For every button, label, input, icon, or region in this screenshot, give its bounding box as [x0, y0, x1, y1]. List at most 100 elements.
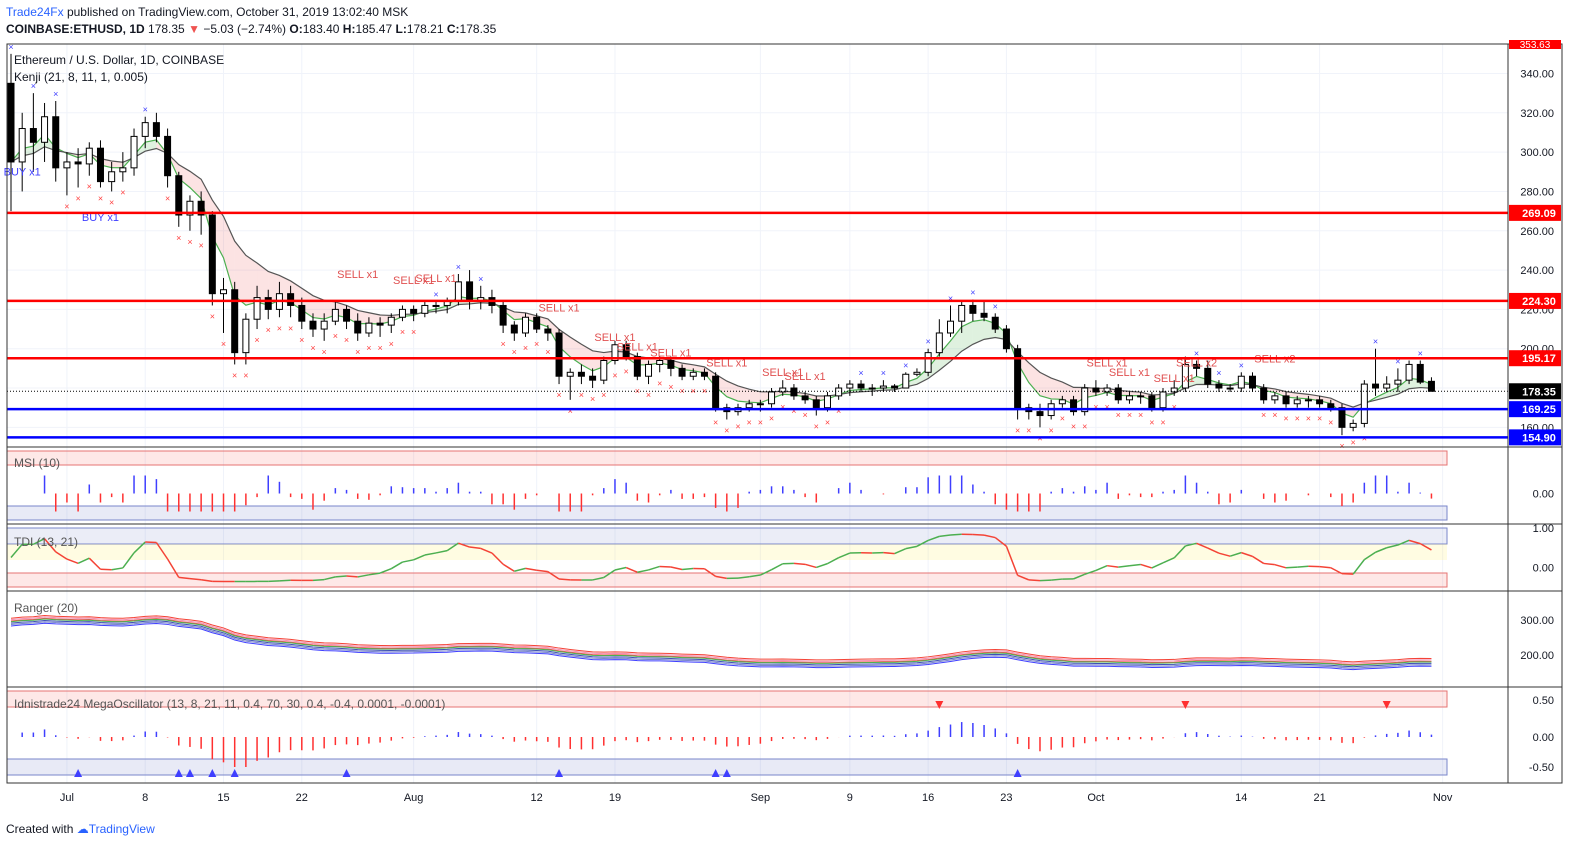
open-label: O:	[289, 22, 303, 36]
candle-body	[1081, 387, 1089, 413]
pane-frames	[6, 43, 1563, 784]
sell-x-marker: ×	[545, 347, 550, 357]
sell-signal-label: SELL x1	[706, 357, 747, 369]
msi-overbought-band	[6, 450, 1448, 466]
tdi-line-segment	[166, 558, 180, 578]
candle-body	[667, 360, 675, 369]
sell-x-marker: ×	[210, 311, 215, 321]
tdi-line-segment	[1118, 565, 1130, 568]
candle-body	[421, 304, 429, 314]
candle-body	[1204, 367, 1212, 385]
candle	[96, 140, 104, 188]
tdi-line-segment	[1397, 539, 1410, 546]
sell-x-marker: ×	[187, 237, 192, 247]
tdi-pane[interactable]	[6, 527, 1448, 588]
tdi-line-segment	[33, 538, 45, 545]
candle	[712, 372, 720, 412]
close-label: C:	[446, 22, 460, 36]
candle-body	[130, 135, 138, 169]
candle	[577, 364, 585, 385]
time-tick-label: 16	[922, 792, 934, 804]
candle	[958, 301, 966, 333]
sell-triangle-icon	[1382, 701, 1391, 709]
tdi-line-segment	[1408, 539, 1421, 545]
candle	[1159, 388, 1167, 412]
tdi-line-segment	[357, 574, 370, 578]
candle-body	[1058, 399, 1066, 405]
tdi-line-segment	[279, 579, 291, 582]
sub-tick-label: -0.50	[1529, 762, 1554, 774]
sell-x-marker: ×	[120, 188, 125, 198]
sell-x-marker: ×	[1082, 422, 1087, 432]
tdi-line-segment	[1274, 563, 1287, 569]
buy-x-marker: ×	[970, 288, 975, 298]
tradingview-logo-icon[interactable]: ☁	[76, 822, 89, 836]
buy-triangle-icon	[722, 769, 731, 777]
cloud-segment	[1397, 378, 1410, 395]
candle-body	[74, 161, 82, 165]
candle	[891, 384, 899, 392]
candle	[1025, 403, 1033, 420]
cloud-segment	[1028, 362, 1040, 396]
buy-x-marker: ×	[31, 81, 36, 91]
sell-x-marker: ×	[355, 347, 360, 357]
candle-body	[1170, 387, 1178, 393]
publisher-link[interactable]: Trade24Fx	[6, 5, 64, 19]
sell-x-marker: ×	[221, 339, 226, 349]
main-price-pane[interactable]: × × × × × × × × × × × × × × × × × × × × × × × × × × × × × × × × × × × × × × × ×…	[4, 42, 1435, 451]
time-tick-label: Nov	[1433, 792, 1453, 804]
price-badge-bg	[1509, 383, 1561, 400]
price-axis[interactable]: 340.00320.00300.00280.00260.00240.00220.…	[1509, 40, 1561, 774]
candle	[1293, 395, 1301, 408]
candle-body	[1248, 375, 1256, 389]
candle	[1081, 384, 1089, 416]
tdi-line-segment	[1140, 563, 1153, 569]
ranger-pane[interactable]	[10, 615, 1432, 671]
buy-x-marker: ×	[858, 368, 863, 378]
tdi-line-segment	[1229, 551, 1242, 557]
candle	[175, 171, 183, 227]
created-with-text: Created with	[6, 822, 74, 836]
candle	[365, 317, 373, 337]
top-cut-badge: 353.63	[1509, 40, 1561, 51]
candle-body	[577, 371, 585, 377]
sell-x-marker: ×	[534, 339, 539, 349]
candle-body	[29, 128, 37, 143]
sell-x-marker: ×	[1071, 422, 1076, 432]
tdi-line-segment	[1286, 566, 1298, 569]
tdi-line-segment	[737, 575, 750, 579]
candle-body	[1416, 363, 1424, 383]
sell-x-marker: ×	[288, 323, 293, 333]
price-badge-text: 178.35	[1522, 386, 1556, 398]
msi-pane[interactable]	[6, 450, 1448, 521]
candle	[913, 368, 921, 377]
tdi-line-segment	[424, 552, 437, 556]
candle-body	[633, 356, 641, 377]
chart-title: Ethereum / U.S. Dollar, 1D, COINBASE	[14, 53, 224, 67]
time-axis[interactable]: Jul 8 15 22 Aug 12 19 Sep 9 16 23 Oct 14 21 Nov	[60, 792, 1453, 804]
candle-body	[521, 316, 529, 334]
tradingview-link[interactable]: TradingView	[88, 822, 155, 836]
price-tick-label: 280.00	[1520, 186, 1554, 198]
candle	[947, 305, 955, 337]
candle-body	[835, 387, 843, 397]
tdi-line-segment	[100, 568, 112, 571]
candle-body	[1181, 363, 1189, 389]
sell-x-marker: ×	[735, 422, 740, 432]
chart-svg[interactable]: × × × × × × × × × × × × × × × × × × × × × × × × × × × × × × × × × × × × × × × ×…	[0, 0, 1572, 812]
candle-body	[622, 344, 630, 358]
tdi-line-segment	[88, 557, 102, 570]
candle	[857, 380, 865, 392]
time-tick-label: 22	[296, 792, 308, 804]
candle	[1036, 403, 1044, 428]
candle	[1372, 348, 1380, 396]
sell-x-marker: ×	[176, 233, 181, 243]
tdi-line-segment	[1319, 565, 1331, 569]
tdi-line-segment	[827, 557, 840, 565]
buy-x-marker: ×	[143, 105, 148, 115]
candle	[868, 384, 876, 396]
price-badge-bg	[1509, 350, 1561, 367]
candle	[801, 391, 809, 404]
sell-x-marker: ×	[1104, 402, 1109, 412]
candle-body	[354, 320, 362, 334]
